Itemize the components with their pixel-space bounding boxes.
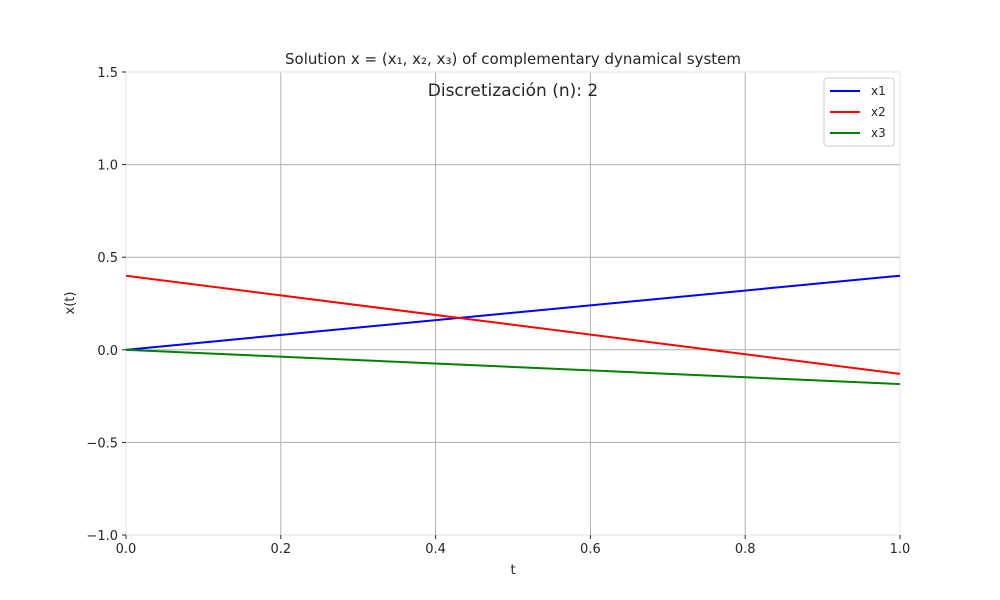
x-tick-label: 0.8	[735, 542, 756, 557]
plot-area-frame	[125, 71, 901, 536]
series-line-x1	[125, 274, 901, 351]
chart-title: Solution x = (x₁, x₂, x₃) of complementa…	[285, 50, 741, 68]
legend-label-x1: x1	[871, 84, 886, 98]
y-axis-label: x(t)	[63, 292, 78, 315]
discretization-annotation: Discretización (n): 2	[428, 81, 598, 101]
y-tick-label: 0.0	[97, 344, 118, 359]
y-tick-label: −0.5	[86, 436, 118, 451]
x-tick-label: 0.6	[580, 542, 601, 557]
ticks: 0.0 0.2 0.4 0.6 0.8 1.0 −1.0 −0.5 0.0 0.5 1.0 1.5	[86, 66, 910, 557]
x-tick-label: 0.2	[270, 542, 291, 557]
series-lines	[125, 274, 901, 386]
legend-label-x2: x2	[871, 105, 886, 119]
y-tick-label: −1.0	[86, 529, 118, 544]
y-tick-label: 1.5	[97, 66, 118, 81]
series-line-x2	[125, 274, 901, 375]
x-tick-label: 1.0	[890, 542, 911, 557]
x-axis-label: t	[510, 563, 515, 578]
x-tick-label: 0.0	[116, 542, 137, 557]
series-line-x3	[125, 348, 901, 386]
x-tick-label: 0.4	[425, 542, 446, 557]
legend-label-x3: x3	[871, 126, 886, 140]
legend: x1 x2 x3	[823, 77, 895, 147]
grid	[125, 71, 901, 536]
y-tick-label: 1.0	[97, 159, 118, 174]
y-tick-label: 0.5	[97, 251, 118, 266]
